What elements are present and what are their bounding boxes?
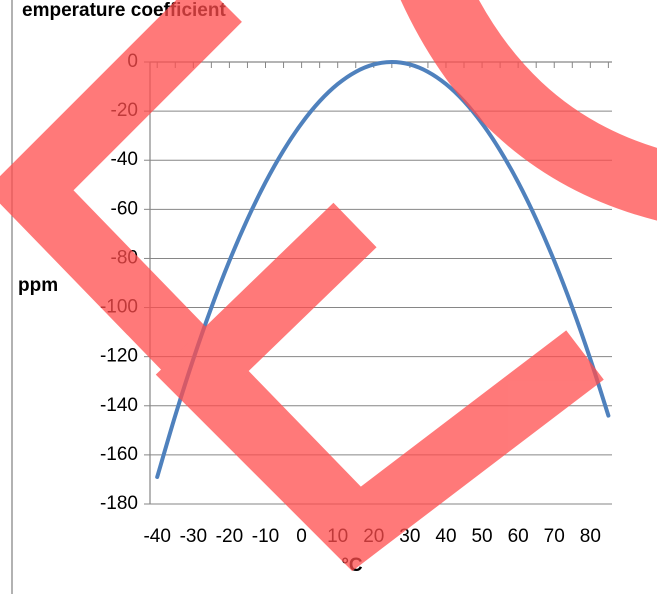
x-tick-label: 30 [399, 526, 420, 547]
x-tick-label: 40 [435, 526, 456, 547]
y-tick-label: -60 [111, 198, 138, 219]
y-tick-label: -40 [111, 149, 138, 170]
x-tick-label: -30 [180, 526, 207, 547]
y-tick-label: -180 [100, 493, 138, 514]
watermark-group [0, 0, 657, 572]
x-tick-label: -40 [143, 526, 170, 547]
x-tick-label: 0 [296, 526, 307, 547]
x-tick-label: -10 [252, 526, 279, 547]
watermark-chevron-inner [155, 202, 604, 572]
x-tick-label: 60 [508, 526, 529, 547]
watermark-overlay [0, 0, 657, 572]
y-tick-label: -140 [100, 395, 138, 416]
x-tick-label: -20 [216, 526, 243, 547]
y-tick-label: -120 [100, 346, 138, 367]
x-tick-label: 50 [471, 526, 492, 547]
x-tick-label: 70 [544, 526, 565, 547]
watermark-arc [400, 0, 657, 221]
series-lines [155, 59, 611, 479]
series-line-0 [155, 59, 611, 479]
y-axis-title: ppm [18, 275, 58, 296]
x-tick-label: 80 [580, 526, 601, 547]
y-tick-label: -160 [100, 444, 138, 465]
